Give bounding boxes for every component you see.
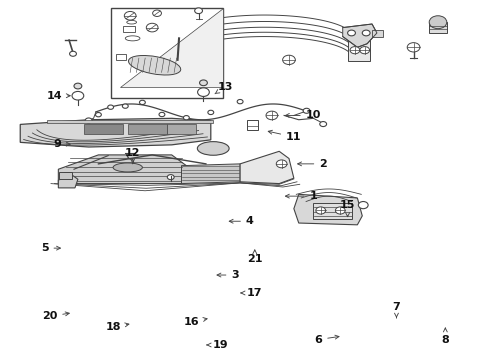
Ellipse shape (127, 21, 137, 24)
Bar (429, 22, 447, 33)
Polygon shape (20, 118, 211, 147)
Circle shape (429, 16, 447, 29)
Text: 9: 9 (53, 139, 70, 149)
Circle shape (199, 80, 207, 86)
Bar (111, 8, 223, 98)
Circle shape (362, 30, 370, 36)
Bar (116, 54, 126, 60)
Text: 17: 17 (241, 288, 263, 298)
Circle shape (335, 207, 345, 214)
Text: 5: 5 (41, 243, 60, 253)
Ellipse shape (113, 163, 143, 172)
Circle shape (96, 113, 101, 117)
Circle shape (360, 46, 369, 54)
Circle shape (70, 51, 76, 56)
Circle shape (347, 30, 355, 36)
Text: 16: 16 (183, 317, 207, 327)
Circle shape (183, 116, 189, 120)
Circle shape (153, 10, 161, 17)
Circle shape (159, 112, 165, 117)
Text: 4: 4 (229, 216, 254, 226)
Circle shape (350, 46, 360, 54)
Text: 19: 19 (207, 340, 228, 350)
Ellipse shape (125, 36, 140, 41)
Bar (128, 124, 167, 134)
Bar (314, 203, 352, 220)
Circle shape (122, 104, 128, 108)
Text: 21: 21 (247, 250, 263, 264)
Text: 12: 12 (125, 148, 140, 164)
Text: 7: 7 (392, 302, 400, 318)
Bar (123, 26, 135, 32)
Polygon shape (121, 8, 223, 87)
Circle shape (197, 88, 209, 96)
Circle shape (358, 202, 368, 209)
Text: 20: 20 (42, 311, 69, 321)
Polygon shape (58, 176, 78, 188)
Text: 1: 1 (286, 191, 318, 201)
Text: 6: 6 (315, 334, 339, 345)
Text: 10: 10 (286, 111, 321, 121)
Bar (47, 120, 213, 123)
Text: 11: 11 (268, 130, 302, 142)
Circle shape (407, 42, 420, 52)
Circle shape (72, 91, 84, 100)
Polygon shape (181, 164, 240, 184)
Bar (372, 30, 383, 37)
Text: 18: 18 (105, 322, 129, 332)
Polygon shape (294, 194, 362, 225)
Circle shape (303, 108, 310, 113)
Polygon shape (343, 24, 377, 47)
Bar (167, 124, 196, 134)
Ellipse shape (128, 55, 181, 75)
Circle shape (147, 23, 158, 32)
Circle shape (140, 100, 146, 104)
Ellipse shape (197, 141, 229, 155)
Text: 3: 3 (217, 270, 239, 280)
Text: 2: 2 (297, 159, 327, 169)
Circle shape (74, 83, 82, 89)
Circle shape (276, 160, 287, 168)
Circle shape (208, 110, 214, 114)
Bar (247, 120, 258, 130)
Text: 13: 13 (215, 82, 233, 94)
Circle shape (124, 12, 136, 20)
Circle shape (108, 105, 114, 109)
Circle shape (266, 111, 278, 120)
Text: 15: 15 (340, 200, 355, 217)
Polygon shape (58, 155, 191, 184)
Polygon shape (240, 151, 294, 184)
Circle shape (85, 118, 92, 123)
Text: 8: 8 (441, 328, 449, 345)
Bar (347, 40, 369, 61)
Bar (84, 124, 123, 134)
Circle shape (237, 99, 243, 104)
Text: 14: 14 (47, 91, 70, 101)
Circle shape (283, 55, 295, 64)
Circle shape (320, 122, 327, 127)
Bar (59, 172, 72, 179)
Circle shape (316, 207, 326, 214)
Circle shape (195, 8, 202, 14)
Circle shape (167, 175, 174, 180)
